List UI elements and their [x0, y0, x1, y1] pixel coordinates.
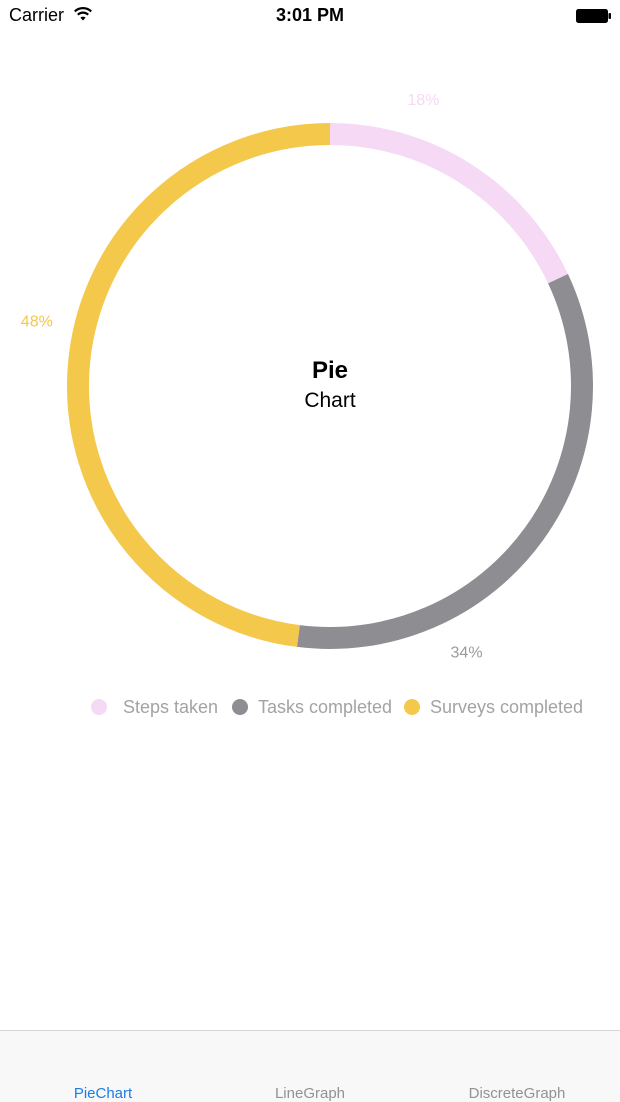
- slice-label-tasks-completed: 34%: [451, 644, 483, 661]
- tab-linegraph[interactable]: LineGraph: [274, 1085, 346, 1102]
- legend-dot-icon: [404, 699, 420, 715]
- legend-item-surveys-completed: Surveys completed: [404, 694, 583, 720]
- status-bar: Carrier 3:01 PM: [0, 0, 620, 34]
- legend-label: Surveys completed: [430, 696, 584, 717]
- battery-icon: [576, 9, 611, 23]
- pie-slice-steps-taken: [329, 123, 568, 284]
- slice-label-surveys-completed: 48%: [21, 314, 53, 331]
- wifi-icon: [74, 7, 92, 21]
- pie-slice-tasks-completed: [297, 274, 593, 649]
- legend-label: Steps taken: [123, 696, 219, 717]
- legend-dot-icon: [232, 699, 248, 715]
- chart-legend: Steps taken Tasks completed Surveys comp…: [0, 694, 620, 720]
- legend-label: Tasks completed: [258, 696, 393, 717]
- status-time: 3:01 PM: [275, 5, 345, 25]
- pie-chart: 18% 34% 48%: [21, 92, 593, 661]
- tab-piechart[interactable]: PieChart: [73, 1085, 133, 1102]
- chart-center-title: Pie: [311, 357, 349, 384]
- tab-discretegraph[interactable]: DiscreteGraph: [468, 1085, 566, 1102]
- legend-item-tasks-completed: Tasks completed: [232, 694, 392, 720]
- legend-dot-icon: [91, 699, 107, 715]
- carrier-label: Carrier: [9, 5, 65, 25]
- slice-label-steps-taken: 18%: [407, 92, 439, 109]
- pie-slice-surveys-completed: [67, 123, 331, 647]
- legend-item-steps-taken: Steps taken: [91, 694, 218, 720]
- chart-center-subtitle: Chart: [304, 389, 356, 412]
- tab-bar: PieChart LineGraph DiscreteGraph: [0, 1030, 620, 1102]
